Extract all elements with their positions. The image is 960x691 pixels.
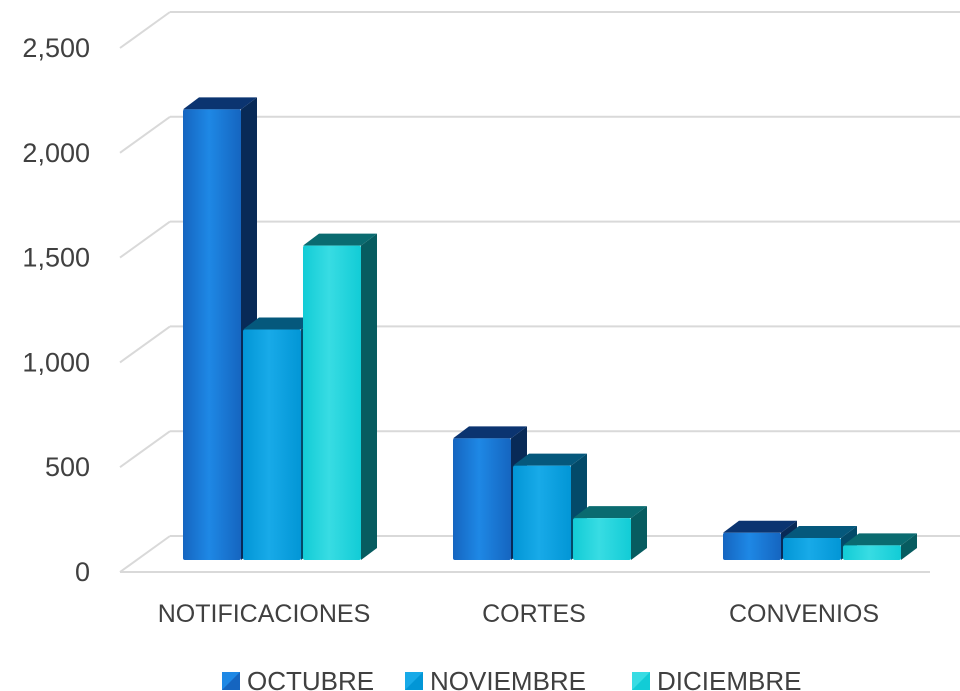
bar-side bbox=[361, 233, 377, 560]
bar-side bbox=[901, 533, 917, 560]
gridline-depth-2500 bbox=[119, 11, 171, 49]
bar-top bbox=[783, 525, 857, 538]
bar-top bbox=[453, 426, 527, 439]
legend-item-noviembre: NOVIEMBRE bbox=[405, 666, 586, 691]
bar-front bbox=[513, 465, 571, 560]
bar-top bbox=[183, 97, 257, 110]
bar-front bbox=[303, 245, 361, 560]
legend-swatch-shade bbox=[632, 672, 650, 690]
gridline-depth-500 bbox=[119, 430, 171, 469]
bar-cortes-diciembre bbox=[573, 506, 647, 560]
bars bbox=[183, 97, 917, 561]
y-tick-label: 2,000 bbox=[22, 138, 90, 168]
y-axis-tick-labels: 0 500 1,000 1,500 2,000 2,500 bbox=[22, 33, 90, 587]
y-tick-label: 1,000 bbox=[22, 347, 90, 377]
bar-top bbox=[303, 233, 377, 246]
bar-top bbox=[723, 520, 797, 533]
bar-convenios-diciembre bbox=[843, 533, 917, 560]
legend-item-octubre: OCTUBRE bbox=[222, 666, 374, 691]
bar-side bbox=[631, 506, 647, 560]
bar-top bbox=[573, 506, 647, 519]
legend-label: DICIEMBRE bbox=[657, 666, 801, 691]
legend-item-diciembre: DICIEMBRE bbox=[632, 666, 801, 691]
category-label-notificaciones: NOTIFICACIONES bbox=[158, 600, 371, 628]
bar-front bbox=[243, 329, 301, 560]
y-tick-label: 1,500 bbox=[22, 243, 90, 273]
bar-top bbox=[513, 453, 587, 466]
bar-front bbox=[723, 532, 781, 560]
legend-swatch-shade bbox=[405, 672, 423, 690]
bar-notificaciones-diciembre bbox=[303, 233, 377, 560]
gridline-depth-1500 bbox=[119, 220, 171, 259]
bar-convenios-noviembre bbox=[783, 525, 857, 560]
category-label-cortes: CORTES bbox=[482, 600, 586, 628]
bar-front bbox=[453, 438, 511, 560]
bar-front bbox=[783, 537, 841, 560]
bar-top bbox=[843, 533, 917, 546]
legend-label: OCTUBRE bbox=[247, 666, 374, 691]
y-tick-label: 2,500 bbox=[22, 33, 90, 63]
bar-top bbox=[243, 317, 317, 330]
bar-front bbox=[843, 545, 901, 560]
x-axis-category-labels: NOTIFICACIONES CORTES CONVENIOS bbox=[158, 600, 879, 628]
bar-front bbox=[573, 518, 631, 560]
legend: OCTUBRE NOVIEMBRE DICIEMBRE bbox=[222, 666, 801, 691]
y-tick-label: 0 bbox=[75, 557, 90, 587]
legend-label: NOVIEMBRE bbox=[430, 666, 586, 691]
gridline-depth-0 bbox=[119, 535, 171, 573]
gridline-depth-1000 bbox=[119, 325, 171, 364]
gridline-depth-2000 bbox=[119, 115, 171, 154]
y-tick-label: 500 bbox=[45, 452, 90, 482]
bar-front bbox=[183, 109, 241, 561]
legend-swatch-shade bbox=[222, 672, 240, 690]
category-label-convenios: CONVENIOS bbox=[729, 600, 879, 628]
